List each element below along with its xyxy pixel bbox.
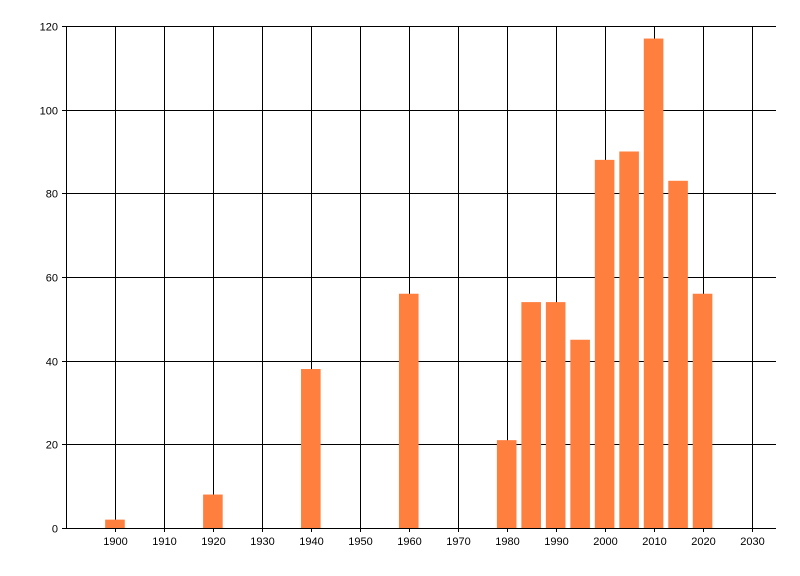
- x-tick-label-1910: 1910: [152, 536, 176, 548]
- bar-2005: [619, 151, 639, 528]
- bar-1960: [398, 293, 419, 528]
- bar-1900: [105, 519, 125, 528]
- y-tick-label-20: 20: [46, 440, 58, 452]
- bar-1980: [496, 440, 517, 528]
- bar-2000: [594, 159, 615, 528]
- x-tick-label-2010: 2010: [642, 536, 666, 548]
- x-tick-label-2020: 2020: [691, 536, 715, 548]
- y-tick-labels: 0 20 40 60 80 100 120: [40, 22, 66, 536]
- bar-1990: [545, 302, 566, 528]
- bar-1920: [203, 494, 223, 528]
- x-tick-labels: 1900 1910 1920 1930 1940 1950 1960 1970 1980 1990…: [103, 528, 765, 548]
- x-tick-label-1980: 1980: [495, 536, 519, 548]
- bar-1985: [521, 302, 541, 528]
- y-tick-label-100: 100: [40, 106, 58, 118]
- bar-2020: [692, 293, 713, 528]
- bar-2010: [643, 38, 664, 529]
- x-tick-label-2030: 2030: [740, 536, 764, 548]
- x-tick-label-1950: 1950: [348, 536, 372, 548]
- axes: [66, 26, 776, 529]
- x-tick-label-1920: 1920: [201, 536, 225, 548]
- y-tick-label-80: 80: [46, 189, 58, 201]
- x-tick-label-1930: 1930: [250, 536, 274, 548]
- bar-1995: [570, 339, 590, 528]
- bar-1940: [301, 369, 321, 528]
- x-tick-label-1900: 1900: [103, 536, 127, 548]
- x-tick-label-1940: 1940: [299, 536, 323, 548]
- x-tick-label-1970: 1970: [446, 536, 470, 548]
- y-tick-label-0: 0: [52, 524, 58, 536]
- y-tick-label-120: 120: [40, 22, 58, 34]
- x-tick-label-1990: 1990: [544, 536, 568, 548]
- bar-2015: [668, 180, 688, 529]
- x-tick-label-2000: 2000: [593, 536, 617, 548]
- y-tick-label-60: 60: [46, 273, 58, 285]
- y-tick-label-40: 40: [46, 357, 58, 369]
- x-tick-label-1960: 1960: [397, 536, 421, 548]
- bars: [105, 38, 713, 529]
